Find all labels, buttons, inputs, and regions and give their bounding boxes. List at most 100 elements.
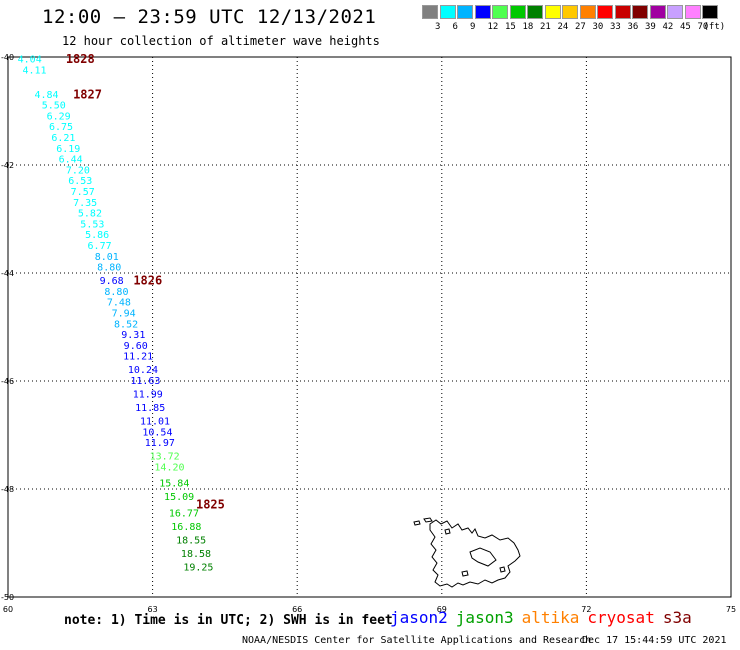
wave-height-reading: 7.35 <box>73 198 97 209</box>
kerguelen-islet-4 <box>499 566 506 573</box>
longitude-tick-label: 72 <box>581 605 591 614</box>
longitude-tick-label: 75 <box>726 605 736 614</box>
wave-height-reading: 13.72 <box>150 452 180 463</box>
wave-height-reading: 4.04 <box>18 55 42 66</box>
scale-label: 39 <box>645 22 656 32</box>
wave-height-reading: 5.82 <box>78 209 102 220</box>
wave-height-reading: 9.31 <box>121 330 145 341</box>
pass-time-label: 1825 <box>196 498 225 512</box>
wave-height-reading: 7.20 <box>66 165 90 176</box>
longitude-tick-label: 63 <box>148 605 158 614</box>
scale-label: 15 <box>505 22 516 32</box>
axis-tick-labels: 60 63 66 69 72 75 -40 -42 -44 -46 -48 -50 <box>1 53 736 614</box>
scale-swatch <box>579 5 596 19</box>
wave-height-reading: 11.97 <box>145 438 175 449</box>
scale-swatch <box>544 5 561 19</box>
wave-height-reading: 16.77 <box>169 508 199 519</box>
wave-height-reading: 6.21 <box>51 133 75 144</box>
pass-time-label: 1827 <box>73 87 102 101</box>
scale-swatch <box>667 5 683 19</box>
scale-label: 36 <box>627 22 639 32</box>
scale-swatch <box>474 5 491 19</box>
scale-label: 27 <box>575 22 586 32</box>
wave-height-reading: 11.21 <box>123 352 153 363</box>
wave-height-reading: 6.53 <box>68 176 92 187</box>
scale-label: 70 <box>697 22 709 32</box>
time-labels: 1828 1827 1826 1825 <box>66 52 225 512</box>
wave-height-reading: 7.48 <box>107 298 131 309</box>
scale-label: 3 <box>435 22 441 32</box>
scale-swatch <box>597 5 613 19</box>
credit-line: NOAA/NESDIS Center for Satellite Applica… <box>242 635 592 646</box>
wave-height-reading: 9.60 <box>124 341 148 352</box>
map-frame <box>7 56 732 598</box>
wave-height-reading: 16.88 <box>171 522 201 533</box>
scale-label: 9 <box>470 22 476 32</box>
scale-unit-label: (ft) <box>703 22 726 32</box>
scale-label: 21 <box>540 22 551 32</box>
generated-timestamp: Dec 17 15:44:59 UTC 2021 <box>582 635 727 646</box>
satellite-jason2-label: jason2 <box>390 608 448 627</box>
longitude-tick-label: 69 <box>437 605 447 614</box>
scale-swatch <box>614 5 631 19</box>
wave-height-reading: 6.44 <box>59 155 83 166</box>
pass-time-label: 1828 <box>66 52 95 66</box>
scale-label: 42 <box>662 22 674 32</box>
graticule <box>8 57 731 597</box>
kerguelen-islet-2 <box>413 520 421 526</box>
wave-height-reading: 10.24 <box>128 365 158 376</box>
wave-height-reading: 5.53 <box>80 219 104 230</box>
scale-label: 45 <box>680 22 691 32</box>
scale-swatch <box>684 5 701 19</box>
scale-label: 30 <box>592 22 604 32</box>
satellite-jason3-label: jason3 <box>455 608 514 627</box>
scale-swatch <box>422 5 438 19</box>
wave-height-reading: 18.58 <box>181 549 211 560</box>
wave-height-reading: 8.80 <box>97 263 121 274</box>
latitude-tick-label: -42 <box>1 161 14 170</box>
latitude-tick-label: -40 <box>1 53 14 62</box>
scale-label: 18 <box>522 22 534 32</box>
wave-height-readings: 4.044.11 4.845.506.296.756.216.196.447.20… <box>18 55 214 574</box>
satellite-legend: jason2 jason3 altika cryosat s3a <box>390 608 700 627</box>
wave-height-reading: 8.80 <box>104 287 128 298</box>
satellite-altika-label: altika <box>521 608 580 627</box>
wave-height-reading: 15.09 <box>164 492 194 503</box>
wave-height-reading: 11.99 <box>133 390 163 401</box>
scale-swatch <box>702 5 718 19</box>
wave-height-reading: 19.25 <box>183 562 213 573</box>
kerguelen-islands <box>413 517 521 588</box>
wave-height-reading: 6.29 <box>47 111 71 122</box>
wave-height-reading: 9.68 <box>100 276 124 287</box>
wave-height-reading: 15.84 <box>159 479 189 490</box>
wave-height-reading: 5.86 <box>85 230 109 241</box>
wave-height-reading: 6.19 <box>56 144 80 155</box>
scale-label: 24 <box>557 22 569 32</box>
page-title: 12:00 – 23:59 UTC 12/13/2021 <box>42 6 377 28</box>
kerguelen-islet-1 <box>423 517 433 523</box>
satellite-s3a-label: s3a <box>662 608 692 627</box>
scale-swatch <box>509 5 526 19</box>
scale-swatch <box>492 5 508 19</box>
satellite-cryosat-label: cryosat <box>587 608 655 627</box>
scale-label: 6 <box>452 22 458 32</box>
wave-height-reading: 18.55 <box>176 535 206 546</box>
latitude-tick-label: -44 <box>1 269 14 278</box>
latitude-tick-label: -46 <box>1 377 14 386</box>
wave-height-reading: 4.84 <box>35 90 59 101</box>
page-subtitle: 12 hour collection of altimeter wave hei… <box>62 34 380 48</box>
kerguelen-peninsula <box>469 547 497 567</box>
scale-swatch <box>527 5 543 19</box>
scale-label: 33 <box>610 22 621 32</box>
wave-height-reading: 11.01 <box>140 417 170 428</box>
longitude-tick-label: 66 <box>292 605 302 614</box>
wave-height-reading: 6.77 <box>88 241 112 252</box>
kerguelen-main-island <box>429 519 521 588</box>
scale-swatch <box>562 5 578 19</box>
latitude-tick-label: -48 <box>1 485 14 494</box>
longitude-tick-label: 60 <box>3 605 13 614</box>
scale-swatch <box>439 5 456 19</box>
wave-height-reading: 7.57 <box>71 187 95 198</box>
wave-height-reading: 5.50 <box>42 101 66 112</box>
